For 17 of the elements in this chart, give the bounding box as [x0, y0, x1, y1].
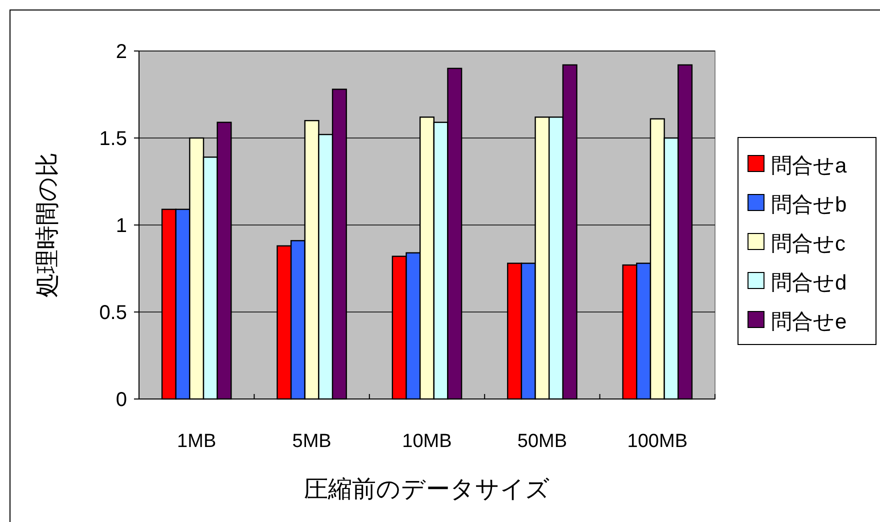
y-tick-label: 1: [116, 215, 127, 237]
legend-label: 問合せa: [771, 154, 847, 178]
y-tick-label: 1.5: [99, 128, 127, 150]
y-axis-title: 処理時間の比: [34, 152, 61, 298]
y-tick-label: 0.5: [99, 302, 127, 324]
x-tick-label: 100MB: [627, 431, 688, 452]
legend-label: 問合せd: [771, 272, 847, 294]
y-tick-label: 0: [116, 389, 127, 411]
legend-label: 問合せc: [771, 232, 846, 256]
legend-label: 問合せe: [771, 310, 847, 334]
x-tick-label: 5MB: [292, 431, 332, 452]
legend-label: 問合せb: [771, 194, 847, 216]
x-tick-label: 50MB: [517, 431, 568, 452]
x-tick-label: 1MB: [177, 431, 216, 452]
x-tick-label: 10MB: [402, 431, 452, 452]
y-tick-label: 2: [116, 41, 127, 63]
x-axis-title: 圧縮前のデータサイズ: [304, 476, 550, 503]
